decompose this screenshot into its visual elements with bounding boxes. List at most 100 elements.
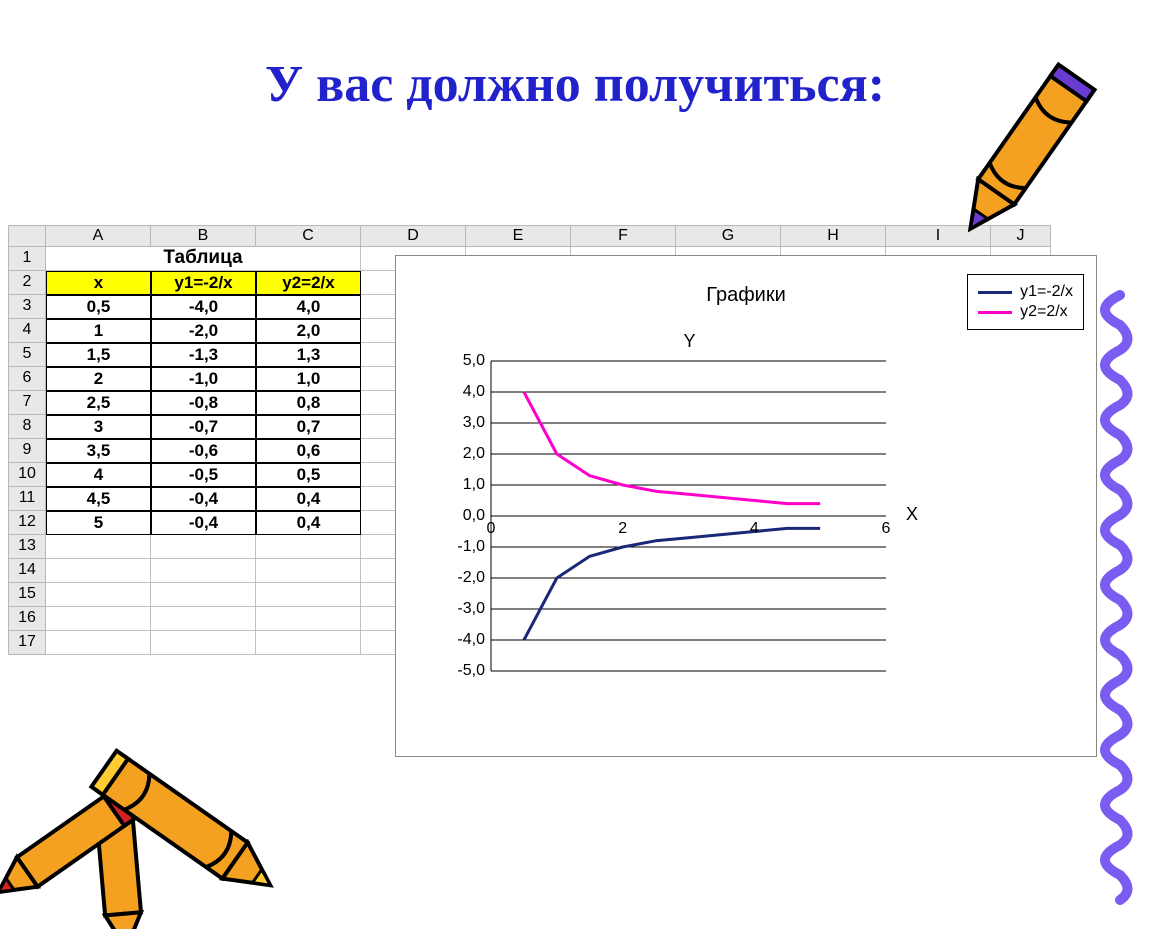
chart-series [524,392,820,504]
cell[interactable] [151,607,256,631]
legend-label: y1=-2/x [1020,283,1073,301]
cell[interactable]: -0,6 [151,439,256,463]
cell[interactable]: 0,5 [46,295,151,319]
row-header[interactable]: 2 [8,271,46,295]
cell[interactable] [256,631,361,655]
x-tick-label: 2 [618,520,627,538]
y-tick-label: 5,0 [463,352,491,370]
cell[interactable]: -1,0 [151,367,256,391]
y-tick-label: -2,0 [457,569,491,587]
sheet-corner [8,225,46,247]
cell[interactable]: 2 [46,367,151,391]
y-axis-label: Y [684,331,696,352]
cell[interactable] [151,583,256,607]
row-header[interactable]: 9 [8,439,46,463]
y-tick-label: 1,0 [463,476,491,494]
column-header[interactable]: G [676,225,781,247]
y-tick-label: -4,0 [457,631,491,649]
squiggle-decoration [1080,285,1140,905]
cell[interactable] [46,583,151,607]
cell[interactable] [151,559,256,583]
cell[interactable]: 4 [46,463,151,487]
cell[interactable]: 0,4 [256,511,361,535]
cell[interactable] [256,583,361,607]
cell[interactable]: -0,7 [151,415,256,439]
cell[interactable]: -4,0 [151,295,256,319]
row-header[interactable]: 11 [8,487,46,511]
cell[interactable]: -1,3 [151,343,256,367]
cell[interactable] [46,607,151,631]
cell[interactable] [256,559,361,583]
y-tick-label: 4,0 [463,383,491,401]
cell[interactable]: x [46,271,151,295]
cell[interactable] [46,559,151,583]
y-tick-label: -5,0 [457,662,491,680]
column-header[interactable]: F [571,225,676,247]
y-tick-label: 2,0 [463,445,491,463]
crayon-top-right-icon [932,55,1112,255]
cell[interactable]: 5 [46,511,151,535]
row-header[interactable]: 4 [8,319,46,343]
cell[interactable] [46,535,151,559]
x-tick-label: 6 [882,520,891,538]
legend-label: y2=2/x [1020,303,1068,321]
cell[interactable] [256,607,361,631]
cell[interactable]: 1,3 [256,343,361,367]
row-header[interactable]: 6 [8,367,46,391]
crayons-bottom-left-icon [0,699,330,929]
cell[interactable]: Таблица [46,247,361,271]
cell[interactable]: 2,5 [46,391,151,415]
cell[interactable]: 2,0 [256,319,361,343]
chart-legend: y1=-2/x y2=2/x [967,274,1084,330]
row-header[interactable]: 12 [8,511,46,535]
cell[interactable]: 0,8 [256,391,361,415]
cell[interactable] [151,631,256,655]
cell[interactable]: 0,4 [256,487,361,511]
cell[interactable]: -0,4 [151,511,256,535]
row-header[interactable]: 1 [8,247,46,271]
row-header[interactable]: 7 [8,391,46,415]
chart-plot-area: -5,0-4,0-3,0-2,0-1,00,01,02,03,04,05,002… [491,361,886,671]
cell[interactable]: 1,5 [46,343,151,367]
column-header[interactable]: E [466,225,571,247]
cell[interactable]: 0,5 [256,463,361,487]
column-header[interactable]: D [361,225,466,247]
column-header[interactable]: C [256,225,361,247]
legend-swatch [978,291,1012,294]
cell[interactable]: 1 [46,319,151,343]
y-tick-label: -3,0 [457,600,491,618]
cell[interactable] [46,631,151,655]
cell[interactable]: 1,0 [256,367,361,391]
cell[interactable]: y2=2/x [256,271,361,295]
chart-series [524,528,820,640]
cell[interactable]: -2,0 [151,319,256,343]
column-header[interactable]: A [46,225,151,247]
cell[interactable]: 0,6 [256,439,361,463]
legend-item: y1=-2/x [978,283,1073,301]
cell[interactable]: 0,7 [256,415,361,439]
row-header[interactable]: 13 [8,535,46,559]
cell[interactable]: -0,4 [151,487,256,511]
cell[interactable]: 3,5 [46,439,151,463]
column-header[interactable]: B [151,225,256,247]
cell[interactable] [151,535,256,559]
row-header[interactable]: 17 [8,631,46,655]
row-header[interactable]: 8 [8,415,46,439]
row-header[interactable]: 3 [8,295,46,319]
row-header[interactable]: 14 [8,559,46,583]
cell[interactable] [256,535,361,559]
cell[interactable]: -0,5 [151,463,256,487]
x-tick-label: 4 [750,520,759,538]
cell[interactable]: 4,5 [46,487,151,511]
row-header[interactable]: 10 [8,463,46,487]
column-header[interactable]: H [781,225,886,247]
x-tick-label: 0 [487,520,496,538]
cell[interactable]: 3 [46,415,151,439]
row-header[interactable]: 15 [8,583,46,607]
cell[interactable]: -0,8 [151,391,256,415]
row-header[interactable]: 16 [8,607,46,631]
cell[interactable]: 4,0 [256,295,361,319]
row-header[interactable]: 5 [8,343,46,367]
cell[interactable]: y1=-2/x [151,271,256,295]
y-tick-label: -1,0 [457,538,491,556]
